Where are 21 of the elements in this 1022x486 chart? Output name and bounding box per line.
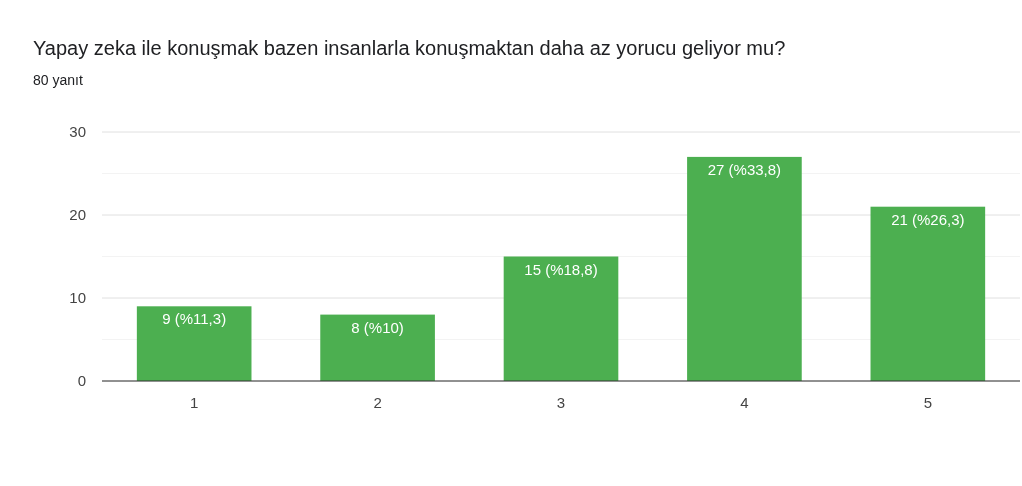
data-label: 9 (%11,3) — [162, 310, 227, 328]
bar — [870, 206, 986, 381]
bar — [320, 314, 435, 381]
x-tick-label: 3 — [556, 394, 566, 411]
y-tick-label: 0 — [77, 372, 86, 390]
x-tick-label: 1 — [189, 394, 199, 411]
x-tick-label: 5 — [923, 394, 933, 411]
data-label: 8 (%10) — [351, 318, 404, 336]
y-tick-label: 10 — [69, 289, 86, 307]
chart-title: Yapay zeka ile konuşmak bazen insanlarla konuşmaktan daha az yorucu geliyor mu? — [33, 37, 786, 59]
y-tick-label: 30 — [69, 123, 86, 141]
bar — [503, 256, 619, 381]
x-tick-label: 4 — [740, 394, 749, 411]
chart-subtitle: 80 yanıt — [33, 72, 83, 88]
bar — [687, 156, 802, 381]
x-tick-label: 2 — [373, 394, 382, 411]
data-label: 27 (%33,8) — [707, 160, 782, 178]
data-label: 21 (%26,3) — [891, 210, 965, 228]
y-tick-label: 20 — [69, 206, 86, 224]
bar — [136, 306, 252, 381]
data-label: 15 (%18,8) — [524, 260, 598, 278]
